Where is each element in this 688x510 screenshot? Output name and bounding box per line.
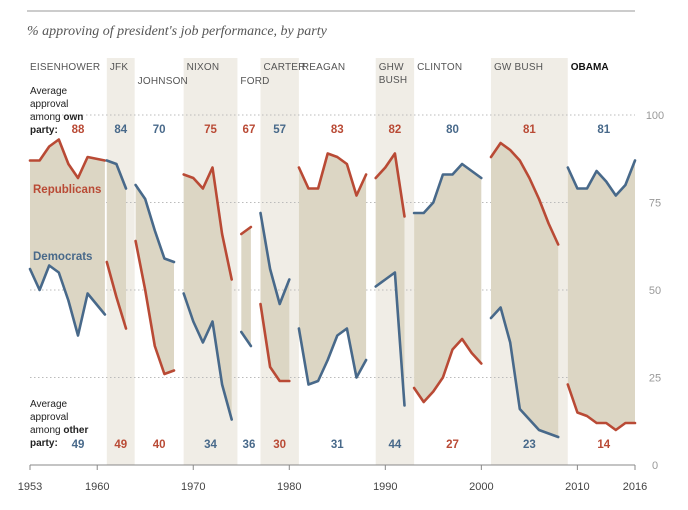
president-label: CARTER	[263, 62, 305, 73]
democrats-line-0	[28, 264, 107, 337]
democrats-line-5	[259, 211, 291, 306]
other-party-average: 31	[331, 439, 344, 451]
svg-text:Average: Average	[30, 399, 68, 410]
other-party-average: 44	[389, 439, 402, 451]
gap-fill-7	[375, 153, 405, 406]
democrats-line-7	[374, 271, 406, 407]
republicans-line-5	[259, 302, 291, 383]
own-party-average: 81	[523, 124, 536, 136]
other-party-average: 36	[243, 439, 256, 451]
other-party-average: 49	[72, 439, 85, 451]
president-label: GHW	[379, 62, 404, 73]
republicans-line-8	[412, 337, 483, 404]
other-party-average: 27	[446, 439, 459, 451]
other-party-average: 49	[114, 439, 127, 451]
x-tick-label: 2000	[469, 481, 493, 493]
gap-fill-2	[135, 185, 174, 374]
x-tick-label: 1960	[85, 481, 109, 493]
president-label: FORD	[240, 76, 269, 87]
y-tick-label: 75	[649, 198, 661, 210]
own-party-average: 83	[331, 124, 344, 136]
president-label: NIXON	[187, 62, 220, 73]
republicans-line-7	[374, 152, 406, 218]
president-label: JFK	[110, 62, 129, 73]
republicans-line-10	[566, 383, 637, 432]
gap-fill-10	[567, 160, 635, 430]
x-tick-label: 2016	[623, 481, 647, 493]
own-party-average: 70	[153, 124, 166, 136]
republicans-line-3	[182, 166, 233, 281]
gap-fill-4	[241, 227, 251, 346]
democrats-line-3	[182, 292, 233, 421]
gap-fills	[30, 139, 635, 437]
gap-fill-1	[106, 160, 126, 329]
republicans-line-0	[28, 138, 107, 180]
series-label-democrats: Democrats	[33, 251, 92, 263]
democrats-line-8	[412, 162, 483, 215]
democrats-line-2	[134, 183, 176, 264]
own-party-average: 67	[243, 124, 256, 136]
labels: 0 25 50 75 100 1953 1960 1970 1980 1990 2000 2010 20…	[18, 62, 664, 493]
chart-title: % approving of president's job performan…	[27, 24, 328, 39]
president-label: GW BUSH	[494, 62, 543, 73]
svg-text:Average: Average	[30, 86, 68, 97]
x-tick-label: 1970	[181, 481, 205, 493]
y-tick-label: 25	[649, 373, 661, 385]
other-party-average: 30	[273, 439, 286, 451]
other-party-average: 34	[204, 439, 217, 451]
own-party-annotation: Average approval among own party:	[30, 86, 83, 136]
gap-fill-8	[414, 164, 482, 402]
republicans-line-1	[105, 260, 128, 330]
president-label: BUSH	[379, 75, 408, 86]
x-tick-label: 1990	[373, 481, 397, 493]
gap-fill-0	[30, 139, 105, 336]
democrats-line-9	[489, 306, 560, 439]
democrats-line-10	[566, 159, 637, 197]
democrats-line-6	[297, 327, 368, 386]
x-tick-label: 1980	[277, 481, 301, 493]
series-lines	[28, 138, 637, 439]
gap-fill-6	[298, 153, 367, 385]
x-tick-label: 2010	[565, 481, 589, 493]
democrats-line-1	[105, 159, 128, 190]
svg-text:party:: party:	[30, 438, 58, 449]
x-tick-label: 1953	[18, 481, 42, 493]
republicans-line-2	[134, 239, 176, 376]
y-tick-label: 50	[649, 285, 661, 297]
own-party-average: 75	[204, 124, 217, 136]
republicans-line-4	[240, 225, 253, 236]
series-label-republicans: Republicans	[33, 184, 101, 196]
svg-text:among own: among own	[30, 112, 83, 123]
president-label: REAGAN	[302, 62, 345, 73]
svg-text:approval: approval	[30, 99, 68, 110]
other-party-annotation: Average approval among other party:	[30, 399, 88, 449]
democrats-line-4	[240, 330, 253, 348]
gap-fill-3	[183, 167, 232, 420]
own-party-average: 81	[597, 124, 610, 136]
svg-text:approval: approval	[30, 412, 68, 423]
president-label: CLINTON	[417, 62, 462, 73]
own-party-average: 82	[389, 124, 402, 136]
other-party-average: 23	[523, 439, 536, 451]
own-party-average: 84	[114, 124, 127, 136]
other-party-average: 14	[597, 439, 610, 451]
svg-text:among other: among other	[30, 425, 88, 436]
republicans-line-6	[297, 152, 368, 197]
gap-fill-5	[260, 213, 290, 381]
own-party-average: 57	[273, 124, 286, 136]
gap-fill-9	[491, 143, 559, 437]
y-tick-label: 100	[646, 110, 664, 122]
y-tick-label: 0	[652, 460, 658, 472]
svg-text:party:: party:	[30, 125, 58, 136]
other-party-average: 40	[153, 439, 166, 451]
president-label: OBAMA	[571, 62, 609, 73]
president-label: JOHNSON	[138, 76, 188, 87]
republicans-line-9	[489, 141, 560, 246]
own-party-average: 88	[72, 124, 85, 136]
president-label: EISENHOWER	[30, 62, 100, 73]
own-party-average: 80	[446, 124, 459, 136]
